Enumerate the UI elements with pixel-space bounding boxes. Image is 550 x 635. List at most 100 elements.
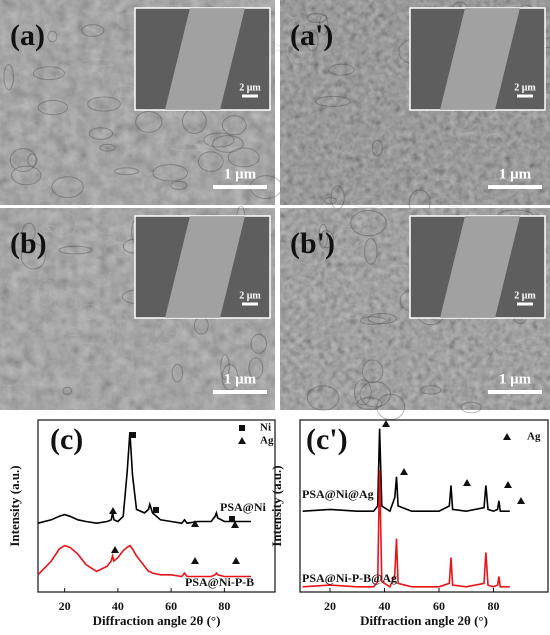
grain xyxy=(318,14,329,36)
panel-label: (b') xyxy=(290,227,335,260)
grain xyxy=(306,385,340,411)
sem-panel: 2 μm 1 μm (b') xyxy=(280,208,550,421)
grain xyxy=(40,224,58,233)
fiber xyxy=(165,216,245,318)
grain xyxy=(227,147,260,168)
fiber xyxy=(165,8,245,110)
grain xyxy=(58,245,93,255)
grain xyxy=(283,277,316,303)
x-tick-label: 60 xyxy=(165,599,177,613)
grain xyxy=(113,167,140,176)
grain xyxy=(306,13,328,24)
grain xyxy=(20,242,46,270)
legend-label: Ag xyxy=(527,431,541,443)
grain xyxy=(152,164,189,182)
legend-label: Ni xyxy=(260,422,271,434)
grain xyxy=(516,337,546,352)
fiber xyxy=(440,216,520,318)
grain xyxy=(81,259,112,283)
x-tick-label: 20 xyxy=(59,599,71,613)
grain xyxy=(170,180,188,190)
grain xyxy=(62,327,86,337)
grain xyxy=(105,318,115,343)
grain xyxy=(3,64,14,91)
grain xyxy=(465,175,480,194)
grain xyxy=(364,238,378,265)
grain xyxy=(108,224,132,243)
grain xyxy=(286,38,312,64)
plot-frame xyxy=(37,419,276,593)
grain xyxy=(433,178,455,195)
grain xyxy=(78,303,100,320)
grain xyxy=(356,397,383,410)
grain xyxy=(306,29,319,52)
grain xyxy=(203,132,235,148)
scale-label: 1 μm xyxy=(224,166,257,182)
series-label: PSA@Ni-P-B@Ag xyxy=(302,571,397,585)
grain xyxy=(170,143,206,152)
panel-label: (a) xyxy=(10,19,45,52)
grain xyxy=(9,147,37,173)
grain xyxy=(332,228,364,250)
x-axis-label: Diffraction angle 2θ (°) xyxy=(360,613,488,628)
y-axis-label: Intensity (a.u.) xyxy=(7,465,22,546)
xrd-line xyxy=(37,544,251,578)
grain xyxy=(135,111,163,133)
grain xyxy=(5,271,30,292)
x-tick-label: 80 xyxy=(487,599,499,613)
grain xyxy=(328,63,355,76)
grain xyxy=(447,199,464,208)
grain xyxy=(87,96,121,112)
grain xyxy=(171,363,184,383)
grain xyxy=(62,386,73,396)
sem-panel: 2 μm 1 μm (a) xyxy=(0,0,283,210)
series-label: PSA@Ni@Ag xyxy=(302,487,374,501)
grain xyxy=(438,353,461,379)
grain xyxy=(497,344,526,353)
grain xyxy=(293,58,304,76)
grain xyxy=(71,342,107,366)
grain xyxy=(221,115,247,136)
grain xyxy=(318,223,328,249)
y-axis-label: Intensity (a.u.) xyxy=(269,465,284,546)
grain xyxy=(323,196,337,205)
grain xyxy=(343,382,380,397)
series-label: PSA@Ni xyxy=(220,500,266,514)
x-tick-label: 20 xyxy=(324,599,336,613)
inset-scale-label: 2 μm xyxy=(514,290,536,301)
grain xyxy=(81,24,105,37)
legend-label: Ag xyxy=(260,435,274,447)
grain xyxy=(221,363,239,391)
grain xyxy=(319,260,353,287)
grain xyxy=(47,30,58,43)
grain xyxy=(220,354,230,380)
grain xyxy=(0,366,23,387)
grain xyxy=(193,138,212,148)
plot-frame xyxy=(299,419,549,593)
grain xyxy=(367,313,397,325)
panel-label: (b) xyxy=(10,227,47,260)
xrd-line xyxy=(37,431,251,525)
grain xyxy=(369,74,388,94)
grain xyxy=(226,320,256,345)
grain xyxy=(420,385,442,395)
scale-label: 1 μm xyxy=(224,371,257,387)
grain xyxy=(371,139,383,157)
grain xyxy=(27,153,38,167)
grain xyxy=(355,215,368,227)
grain xyxy=(37,99,69,116)
grain xyxy=(283,17,307,41)
scale-label: 1 μm xyxy=(499,166,532,182)
grain xyxy=(460,401,482,414)
grain xyxy=(162,320,182,335)
grain xyxy=(212,135,244,153)
grain xyxy=(248,357,264,380)
x-tick-label: 40 xyxy=(112,599,124,613)
grain xyxy=(350,210,387,237)
grain xyxy=(359,316,387,325)
panel-label: (c') xyxy=(306,423,348,456)
grain xyxy=(230,349,249,375)
grain xyxy=(0,65,17,92)
